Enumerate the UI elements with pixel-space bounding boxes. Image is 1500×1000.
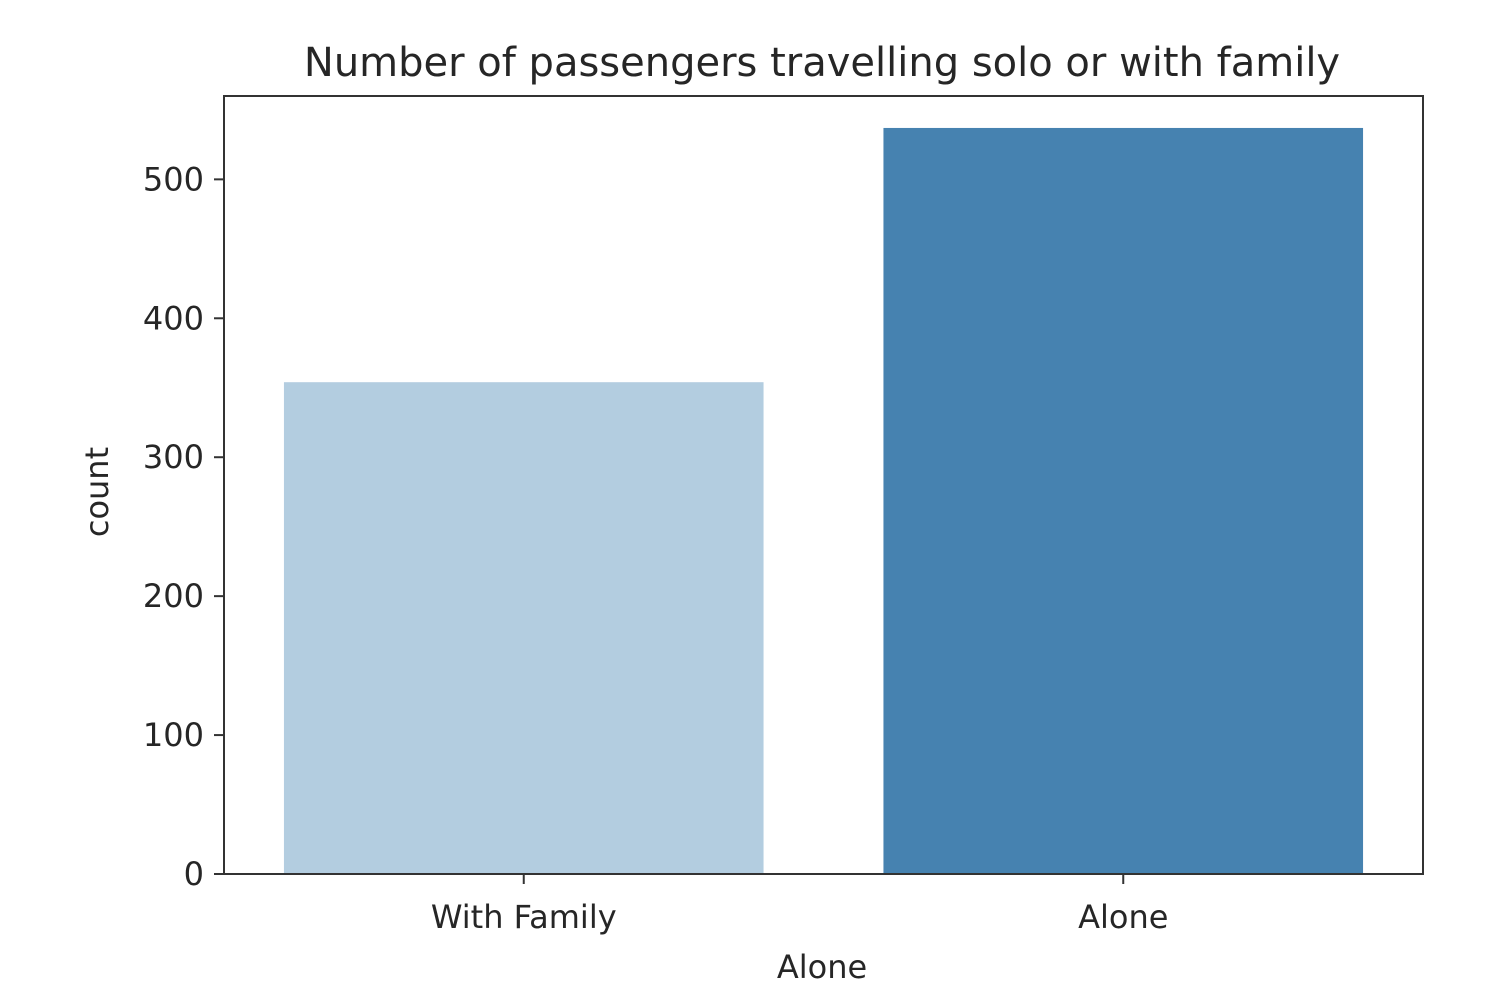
bar-alone — [883, 127, 1364, 875]
plot-frame — [223, 95, 1424, 875]
y-axis-label: count — [78, 447, 116, 537]
x-tick-label: With Family — [431, 898, 617, 936]
y-tick-label: 100 — [143, 716, 204, 754]
bars-group — [283, 127, 1364, 875]
y-tick-label: 500 — [143, 160, 204, 198]
bar-with-family — [283, 382, 764, 874]
x-tick-label: Alone — [1078, 898, 1168, 936]
x-axis-ticks: With Family Alone — [431, 874, 1168, 936]
y-tick-label: 300 — [143, 438, 204, 476]
y-tick-label: 0 — [184, 855, 204, 893]
y-tick-label: 200 — [143, 577, 204, 615]
y-axis-ticks: 0 100 200 300 400 500 — [143, 160, 224, 893]
chart-title: Number of passengers travelling solo or … — [304, 40, 1340, 86]
y-tick-label: 400 — [143, 299, 204, 337]
x-axis-label: Alone — [777, 948, 867, 986]
